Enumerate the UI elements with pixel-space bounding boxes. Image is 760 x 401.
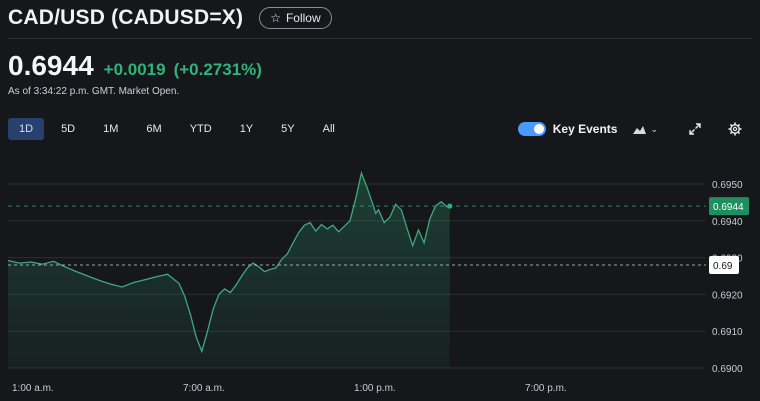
previous-close-badge: [709, 255, 739, 274]
y-tick-label: 0.6940: [712, 217, 743, 228]
follow-button[interactable]: ☆ Follow: [259, 7, 332, 29]
x-tick-label: 1:00 p.m.: [354, 383, 396, 394]
previous-close-label: 0.69: [713, 261, 733, 272]
range-5y-button[interactable]: 5Y: [281, 123, 295, 135]
header: CAD/USD (CADUSD=X) ☆ Follow: [8, 6, 332, 30]
price-line: [7, 170, 450, 354]
key-events-toggle[interactable]: [517, 122, 546, 136]
x-tick-label: 1:00 a.m.: [12, 383, 54, 394]
y-tick-label: 0.6910: [712, 327, 743, 338]
as-of-timestamp: As of 3:34:22 p.m. GMT. Market Open.: [8, 86, 180, 97]
key-events-label: Key Events: [552, 122, 618, 136]
x-tick-label: 7:00 a.m.: [183, 383, 225, 394]
y-tick-label: 0.6920: [712, 290, 743, 301]
y-tick-label: 0.6900: [712, 364, 743, 375]
star-icon: ☆: [270, 11, 281, 25]
follow-label: Follow: [285, 11, 321, 25]
x-tick-label: 7:00 p.m.: [525, 383, 567, 394]
page-title: CAD/USD (CADUSD=X): [8, 6, 244, 29]
gear-icon[interactable]: [728, 122, 742, 136]
range-1d-button[interactable]: 1D: [8, 118, 45, 140]
header-divider: [8, 38, 752, 39]
y-tick-label: 0.6950: [712, 180, 743, 191]
price-change-percent: (+0.2731%): [173, 60, 262, 79]
range-6m-button[interactable]: 6M: [146, 123, 162, 135]
range-ytd-button[interactable]: YTD: [189, 123, 212, 135]
range-5d-button[interactable]: 5D: [61, 123, 76, 135]
range-1y-button[interactable]: 1Y: [239, 123, 254, 135]
last-price-badge: [709, 197, 749, 216]
mountain-chart-icon: [633, 125, 647, 134]
price-area: [8, 173, 450, 368]
range-all-button[interactable]: All: [322, 123, 335, 135]
current-price: 0.6944: [8, 50, 94, 81]
y-tick-label: 0.6930: [712, 254, 743, 265]
last-price-label: 0.6944: [713, 202, 744, 213]
chart-controls: Key Events ⌄: [517, 118, 742, 140]
last-price-dot: [447, 203, 453, 209]
chevron-down-icon: ⌄: [650, 123, 658, 134]
quote-summary: 0.6944 +0.0019 (+0.2731%): [8, 50, 262, 82]
price-change: +0.0019: [103, 60, 166, 79]
range-selector: 1D 5D 1M 6M YTD 1Y 5Y All: [8, 118, 352, 140]
chart-type-dropdown[interactable]: ⌄: [633, 124, 658, 135]
range-1m-button[interactable]: 1M: [103, 123, 119, 135]
expand-icon[interactable]: [688, 122, 702, 136]
